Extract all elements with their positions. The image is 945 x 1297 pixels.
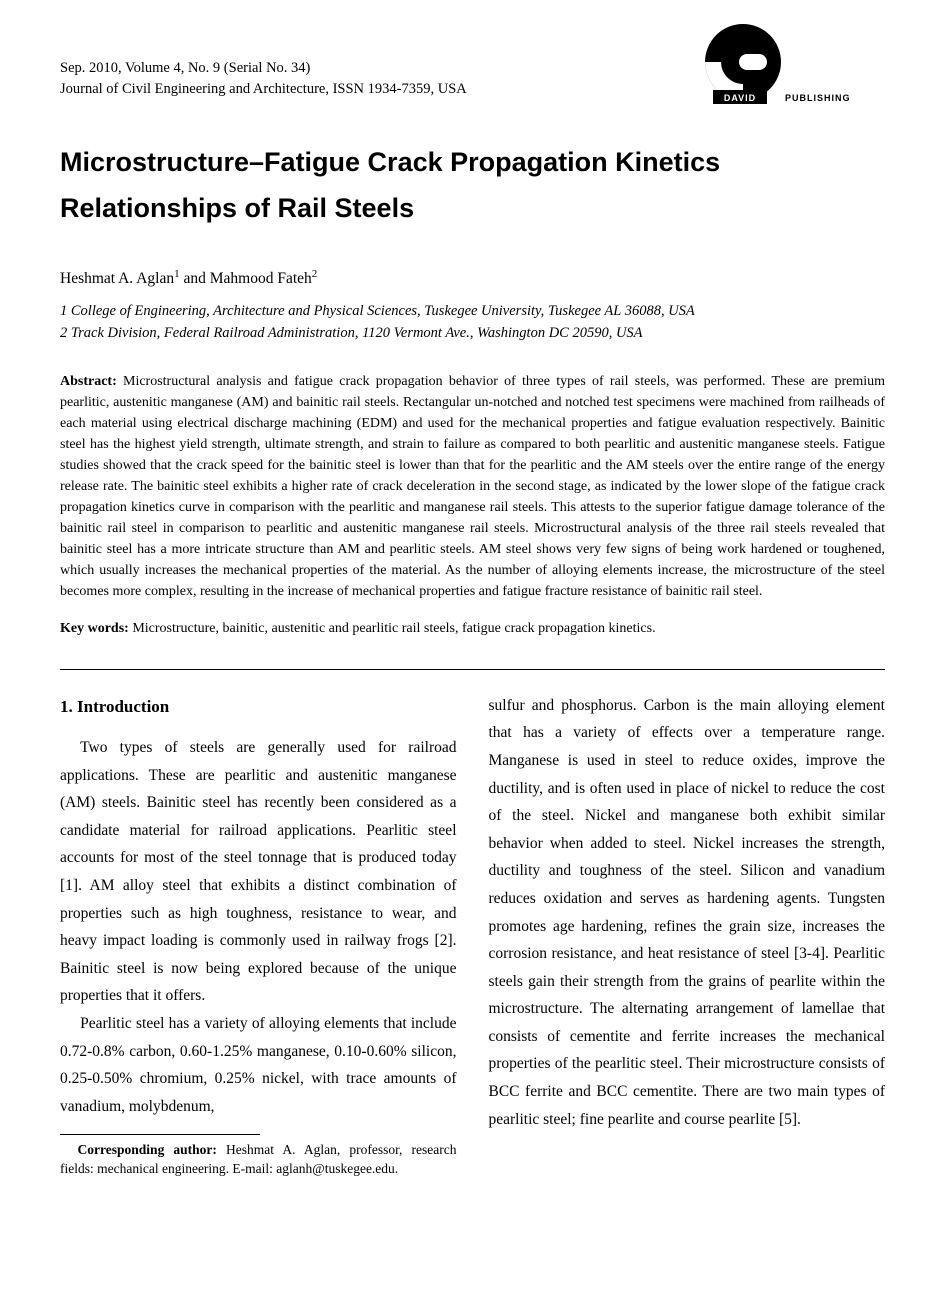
- affiliation-2: 2 Track Division, Federal Railroad Admin…: [60, 322, 885, 344]
- intro-paragraph-2-cont: sulfur and phosphorus. Carbon is the mai…: [489, 692, 886, 1133]
- affiliations: 1 College of Engineering, Architecture a…: [60, 300, 885, 345]
- keywords-block: Key words: Microstructure, bainitic, aus…: [60, 618, 885, 639]
- intro-paragraph-1: Two types of steels are generally used f…: [60, 734, 457, 1010]
- abstract-text: Microstructural analysis and fatigue cra…: [60, 374, 885, 599]
- affiliation-1: 1 College of Engineering, Architecture a…: [60, 300, 885, 322]
- authors-and: and: [180, 270, 210, 287]
- section-divider: [60, 669, 885, 670]
- david-publishing-logo-icon: DAVID PUBLISHING: [695, 24, 885, 110]
- abstract-label: Abstract:: [60, 374, 123, 389]
- corresponding-author-footnote: Corresponding author: Heshmat A. Aglan, …: [60, 1141, 457, 1179]
- journal-line-1: Sep. 2010, Volume 4, No. 9 (Serial No. 3…: [60, 58, 467, 79]
- author-2-name: Mahmood Fateh: [210, 270, 312, 287]
- authors-line: Heshmat A. Aglan1 and Mahmood Fateh2: [60, 268, 885, 288]
- section-1-heading: 1. Introduction: [60, 692, 457, 722]
- body-columns: 1. Introduction Two types of steels are …: [60, 692, 885, 1179]
- logo-text-david: DAVID: [724, 93, 756, 103]
- footnote-label: Corresponding author:: [78, 1142, 226, 1157]
- logo-text-publishing: PUBLISHING: [785, 93, 851, 103]
- journal-line-2: Journal of Civil Engineering and Archite…: [60, 79, 467, 100]
- keywords-text: Microstructure, bainitic, austenitic and…: [132, 621, 655, 636]
- journal-info: Sep. 2010, Volume 4, No. 9 (Serial No. 3…: [60, 52, 467, 100]
- intro-paragraph-2: Pearlitic steel has a variety of alloyin…: [60, 1010, 457, 1120]
- author-2-affil-sup: 2: [312, 268, 318, 280]
- keywords-label: Key words:: [60, 621, 132, 636]
- page: Sep. 2010, Volume 4, No. 9 (Serial No. 3…: [0, 0, 945, 1297]
- right-column: sulfur and phosphorus. Carbon is the mai…: [489, 692, 886, 1179]
- author-1-name: Heshmat A. Aglan: [60, 270, 174, 287]
- publisher-logo: DAVID PUBLISHING: [695, 24, 885, 110]
- header-row: Sep. 2010, Volume 4, No. 9 (Serial No. 3…: [60, 52, 885, 100]
- left-column: 1. Introduction Two types of steels are …: [60, 692, 457, 1179]
- footnote-rule: [60, 1134, 260, 1135]
- abstract-block: Abstract: Microstructural analysis and f…: [60, 371, 885, 602]
- paper-title: Microstructure–Fatigue Crack Propagation…: [60, 140, 885, 232]
